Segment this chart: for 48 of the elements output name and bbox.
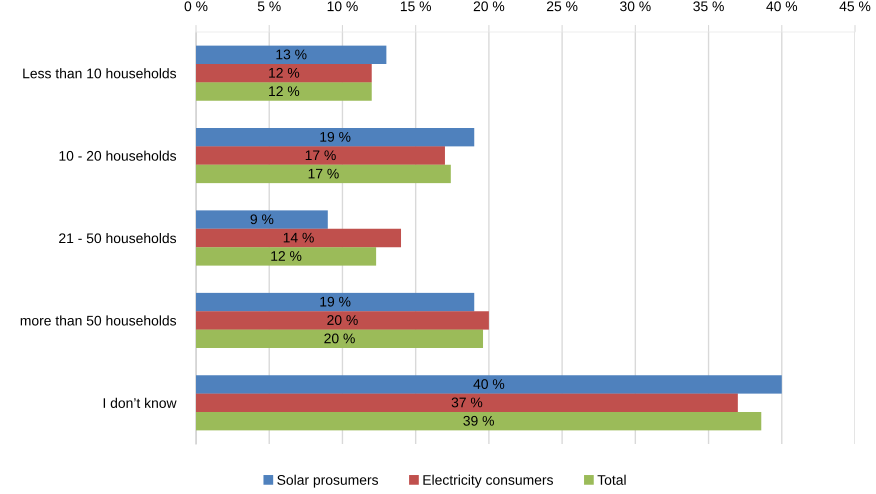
data-label: 19 % bbox=[320, 296, 350, 307]
data-label: 14 % bbox=[284, 232, 314, 242]
x-tick-label: 25 % bbox=[546, 1, 578, 12]
data-label: 17 % bbox=[306, 150, 336, 160]
legend-label: Total bbox=[598, 474, 626, 485]
legend-label: Electricity consumers bbox=[423, 474, 553, 488]
data-label: 12 % bbox=[269, 86, 300, 96]
bar bbox=[196, 292, 474, 312]
bar bbox=[196, 394, 738, 412]
bar bbox=[196, 146, 445, 165]
x-tick-label: 35 % bbox=[693, 1, 724, 12]
bar bbox=[196, 311, 489, 330]
data-label: 19 % bbox=[320, 132, 350, 142]
data-label: 20 % bbox=[324, 333, 355, 344]
x-tick-label: 5 % bbox=[258, 1, 281, 12]
bar bbox=[196, 330, 484, 348]
y-tick-label: Less than 10 households bbox=[23, 68, 176, 78]
x-tick-label: 20 % bbox=[474, 1, 504, 12]
data-label: 12 % bbox=[269, 68, 300, 78]
data-label: 37 % bbox=[452, 398, 482, 408]
data-label: 12 % bbox=[271, 251, 302, 261]
x-tick-label: 40 % bbox=[766, 1, 798, 12]
data-label: 40 % bbox=[473, 379, 504, 389]
y-tick-label: I don’t know bbox=[104, 398, 177, 408]
x-tick-label: 15 % bbox=[400, 1, 431, 12]
data-label: 13 % bbox=[276, 50, 307, 60]
legend-label: Solar prosumers bbox=[277, 474, 378, 488]
bar bbox=[196, 82, 372, 101]
x-tick-label: 0 % bbox=[184, 1, 208, 12]
bar bbox=[196, 228, 402, 248]
bar bbox=[196, 412, 762, 430]
data-label: 20 % bbox=[327, 315, 358, 325]
bar bbox=[196, 210, 328, 229]
bar bbox=[196, 247, 376, 266]
bar bbox=[196, 128, 474, 146]
bar bbox=[196, 164, 451, 184]
y-tick-label: 10 - 20 households bbox=[59, 150, 176, 161]
x-tick-label: 30 % bbox=[620, 1, 651, 12]
data-label: 17 % bbox=[308, 168, 339, 178]
x-tick-label: 10 % bbox=[328, 1, 358, 12]
x-tick-label: 45 % bbox=[839, 1, 870, 12]
data-label: 9 % bbox=[250, 214, 274, 224]
data-label: 39 % bbox=[463, 416, 494, 426]
bar bbox=[196, 375, 782, 394]
y-tick-label: 21 - 50 households bbox=[59, 232, 176, 244]
y-tick-label: more than 50 households bbox=[20, 315, 176, 326]
bar bbox=[196, 46, 386, 64]
bar bbox=[196, 64, 372, 82]
